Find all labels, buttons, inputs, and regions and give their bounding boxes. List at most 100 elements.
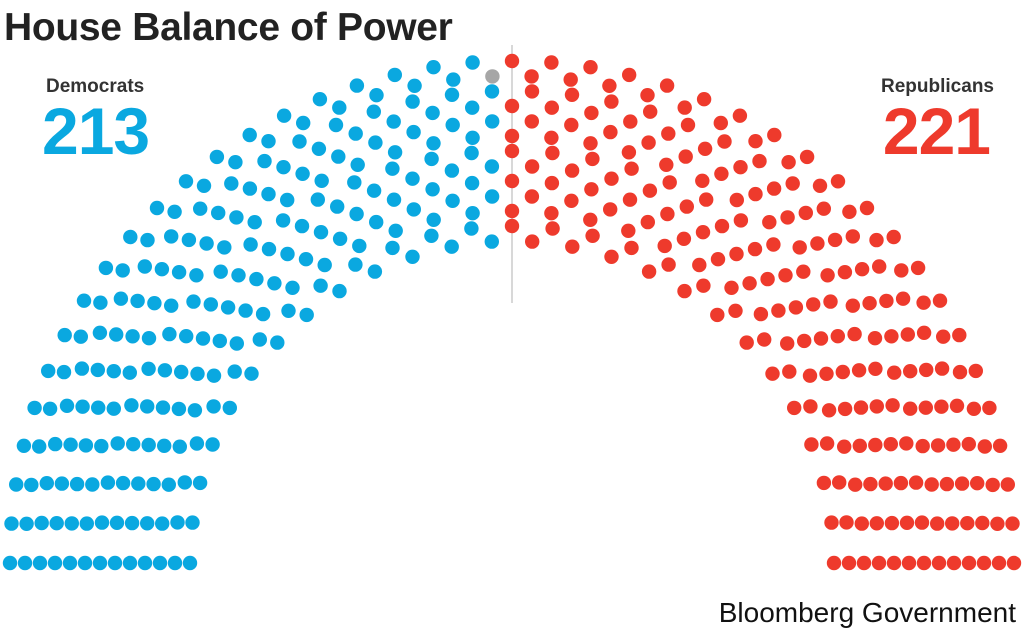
democrats-seat [187,403,203,418]
democrats-seat [425,105,440,121]
republicans-seat [930,516,945,531]
republicans-seat [916,555,932,571]
democrats-seat [238,303,253,318]
democrats-seat [405,249,420,264]
republicans-seat [798,205,813,221]
democrats-seat [222,400,237,416]
democrats-seat [310,192,325,207]
democrats-seat [388,223,403,238]
republicans-seat [869,232,884,248]
democrats-seat [171,265,187,280]
republicans-seat [976,555,992,571]
democrats-seat [252,332,267,347]
republicans-seat [621,223,636,238]
democrats-seat [227,364,242,379]
republicans-seat [603,202,618,217]
democrats-seat [280,246,295,262]
republicans-seat [878,476,893,491]
republicans-seat [564,193,579,208]
democrats-seat [17,555,33,571]
democrats-seat [464,221,479,236]
democrats-seat [405,171,420,186]
republicans-seat [504,203,520,219]
democrats-seat [98,260,114,276]
democrats-seat [465,100,480,115]
republicans-seat [657,238,672,254]
democrats-seat [294,218,310,234]
democrats-seat [140,516,155,531]
republicans-seat [863,476,878,492]
democrats-seat [122,555,138,571]
republicans-seat [812,178,828,193]
democrats-seat [2,555,18,571]
democrats-seat [217,240,232,255]
democrats-seat [85,477,100,492]
republicans-seat [661,126,676,141]
republicans-seat [765,366,780,381]
republicans-seat [622,192,638,207]
republicans-seat [1005,516,1020,531]
democrats-seat [224,176,239,191]
republicans-seat [697,141,713,156]
republicans-seat [713,115,728,131]
republicans-seat [903,364,918,379]
republicans-seat [584,182,599,197]
democrats-seat [109,515,125,530]
democrats-seat [387,67,402,83]
republicans-seat [782,364,797,379]
republicans-seat [819,436,835,451]
republicans-seat [813,331,829,346]
republicans-seat [975,515,990,531]
republicans-seat [640,214,655,230]
republicans-seat [824,515,839,530]
republicans-seat [946,437,961,452]
republicans-seat [854,262,870,277]
republicans-seat [934,361,950,376]
democrats-seat [193,201,208,216]
republicans-seat [604,171,619,186]
republicans-seat [960,516,975,531]
democrats-seat [243,237,258,252]
republicans-seat [780,210,795,225]
republicans-seat [661,257,676,272]
republicans-seat [504,218,520,234]
democrats-seat [113,291,129,306]
democrats-seat [328,117,344,133]
vacant-seat [485,69,500,84]
democrats-seat [332,100,347,115]
democrats-seat [100,475,116,490]
republicans-seat [796,264,811,279]
democrats-seat [332,231,348,246]
democrats-seat [157,363,173,378]
republicans-seat [895,291,911,306]
democrats-seat [229,336,244,351]
democrats-seat [161,477,176,492]
democrats-seat [110,436,125,451]
republicans-seat [910,260,926,276]
republicans-label: Republicans [881,76,994,97]
democrats-seat [485,114,500,129]
democrats-seat [94,438,109,454]
democrats-seat [124,515,140,531]
republicans-seat [854,516,869,531]
republicans-seat [604,94,619,109]
democrats-seat [445,117,460,133]
republicans-seat [886,229,901,245]
democrats-seat [16,438,32,453]
republicans-seat [692,257,707,273]
republicans-seat [830,329,845,344]
republicans-seat [603,124,618,140]
republicans-seat [739,335,754,350]
democrats-seat [73,329,89,344]
democrats-seat [426,59,441,75]
democrats-seat [276,108,292,123]
democrats-seat [140,232,155,248]
democrats-seat [296,115,311,131]
republicans-seat [545,221,560,236]
democrats-seat [106,401,122,416]
democrats-label: Democrats [46,76,145,97]
republicans-seat [748,134,763,149]
democrats-seat [69,476,85,492]
democrats-seat [185,515,200,530]
democrats-seat [189,436,205,451]
